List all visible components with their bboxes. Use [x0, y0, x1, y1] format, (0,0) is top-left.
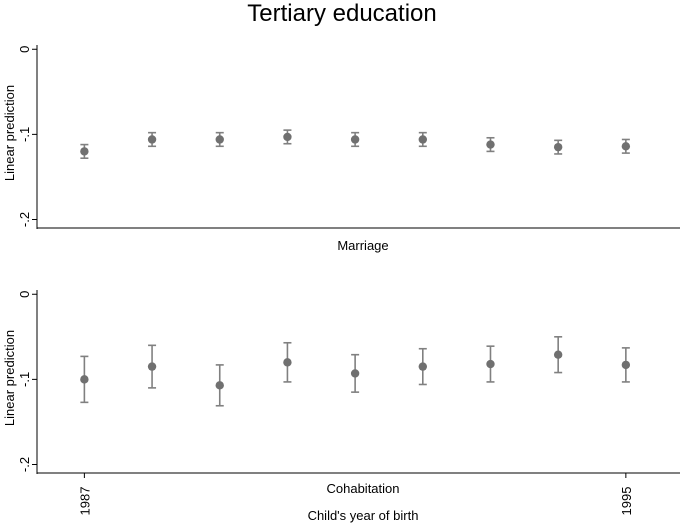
data-point-cohabitation [147, 362, 157, 371]
y-tick-label-marriage: -.2 [17, 212, 32, 227]
y-tick-label-marriage: -.1 [17, 127, 32, 142]
data-point-cohabitation [283, 358, 292, 367]
y-tick-label-cohabitation: -.1 [17, 372, 32, 387]
y-tick-label-marriage: 0 [17, 46, 32, 53]
data-point-cohabitation [553, 350, 563, 359]
y-tick-label-cohabitation: 0 [17, 291, 32, 298]
data-point-marriage [350, 135, 360, 144]
data-point-marriage [283, 132, 292, 142]
x-tick-label: 1987 [77, 487, 92, 516]
y-axis-label-marriage: Linear prediction [2, 85, 17, 181]
data-point-marriage [80, 147, 89, 156]
data-point-cohabitation [80, 375, 89, 384]
data-point-marriage [486, 140, 495, 149]
data-point-marriage [553, 142, 563, 152]
x-axis-label: Child's year of birth [308, 508, 419, 523]
panel-cohabitation: Cohabitation Linear prediction 0 -.1 -.2 19… [2, 290, 680, 515]
y-tick-label-cohabitation: -.2 [17, 457, 32, 472]
data-point-marriage [215, 135, 224, 144]
data-point-marriage [418, 135, 427, 144]
panel-marriage: Marriage Linear prediction 0 -.1 -.2 [2, 45, 680, 253]
data-point-cohabitation [486, 359, 495, 369]
data-point-cohabitation [621, 360, 631, 370]
data-point-cohabitation [418, 362, 427, 371]
chart-title: Tertiary education [247, 0, 436, 27]
data-point-cohabitation [350, 369, 360, 378]
data-point-marriage [621, 142, 631, 151]
data-point-cohabitation [215, 381, 224, 390]
x-tick-label: 1995 [619, 487, 634, 516]
y-axis-label-cohabitation: Linear prediction [2, 330, 17, 426]
panel-label-marriage: Marriage [337, 238, 388, 253]
data-point-marriage [147, 135, 157, 144]
panel-label-cohabitation: Cohabitation [327, 481, 400, 496]
